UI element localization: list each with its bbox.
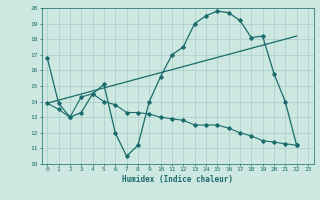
X-axis label: Humidex (Indice chaleur): Humidex (Indice chaleur)	[122, 175, 233, 184]
